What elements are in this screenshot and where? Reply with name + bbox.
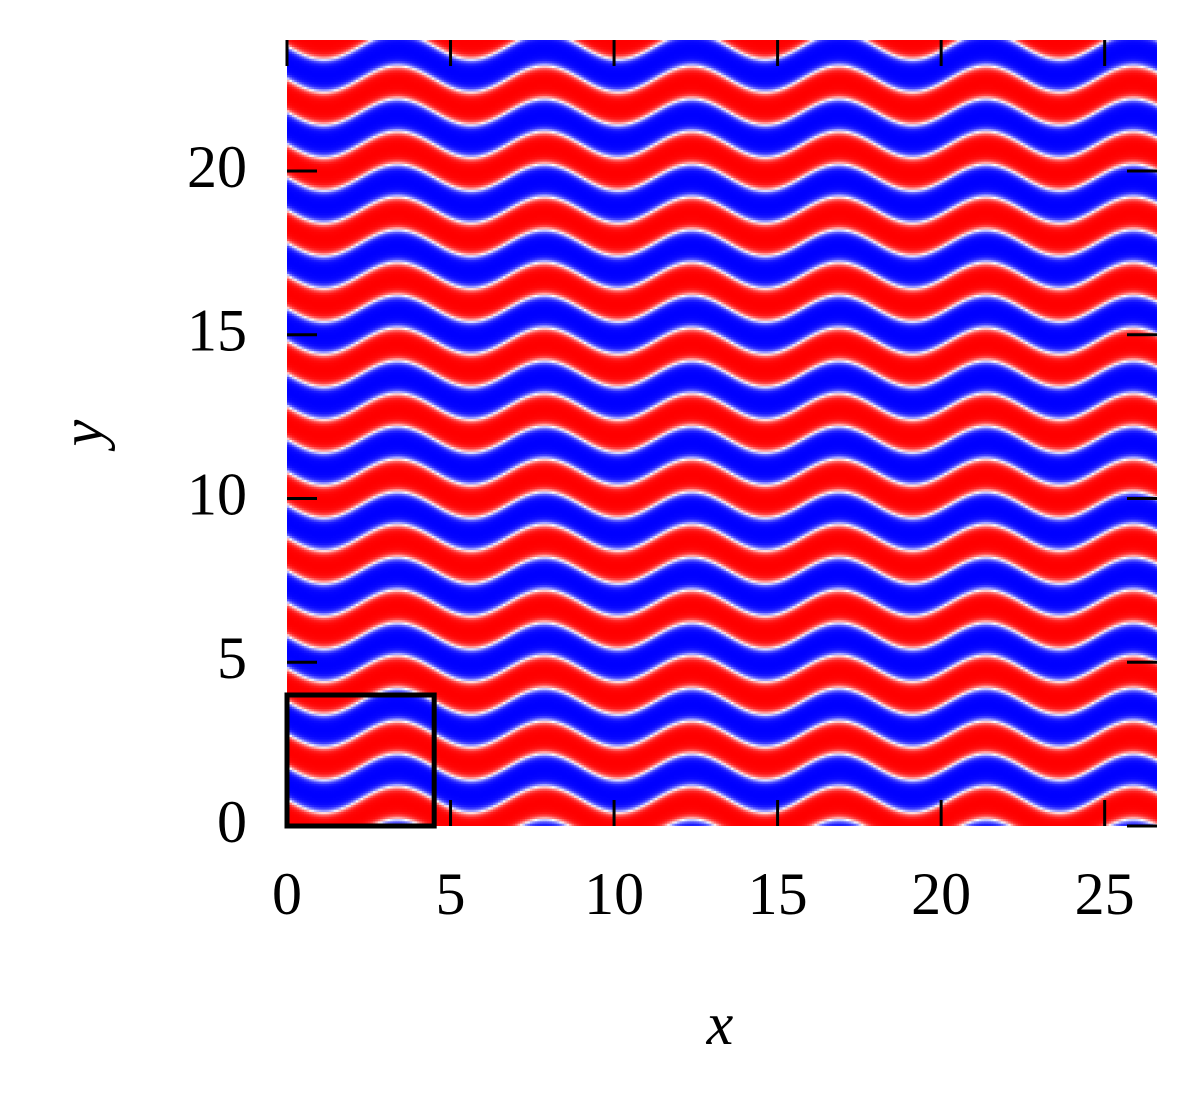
x-tick-label: 15 bbox=[748, 861, 808, 927]
y-tick-label: 20 bbox=[187, 134, 247, 200]
x-tick-label: 10 bbox=[584, 861, 644, 927]
x-tick-label: 0 bbox=[272, 861, 302, 927]
y-tick-label: 15 bbox=[187, 298, 247, 364]
x-axis-label: x bbox=[706, 991, 734, 1057]
unit-cell-box bbox=[284, 692, 437, 829]
y-tick-label: 5 bbox=[217, 625, 247, 691]
y-tick-label: 10 bbox=[187, 461, 247, 527]
x-tick-label: 25 bbox=[1075, 861, 1135, 927]
field bbox=[287, 40, 1157, 826]
y-tick-label: 0 bbox=[217, 789, 247, 855]
y-axis-label: y bbox=[49, 419, 115, 452]
x-tick-label: 20 bbox=[911, 861, 971, 927]
x-tick-label: 5 bbox=[436, 861, 466, 927]
